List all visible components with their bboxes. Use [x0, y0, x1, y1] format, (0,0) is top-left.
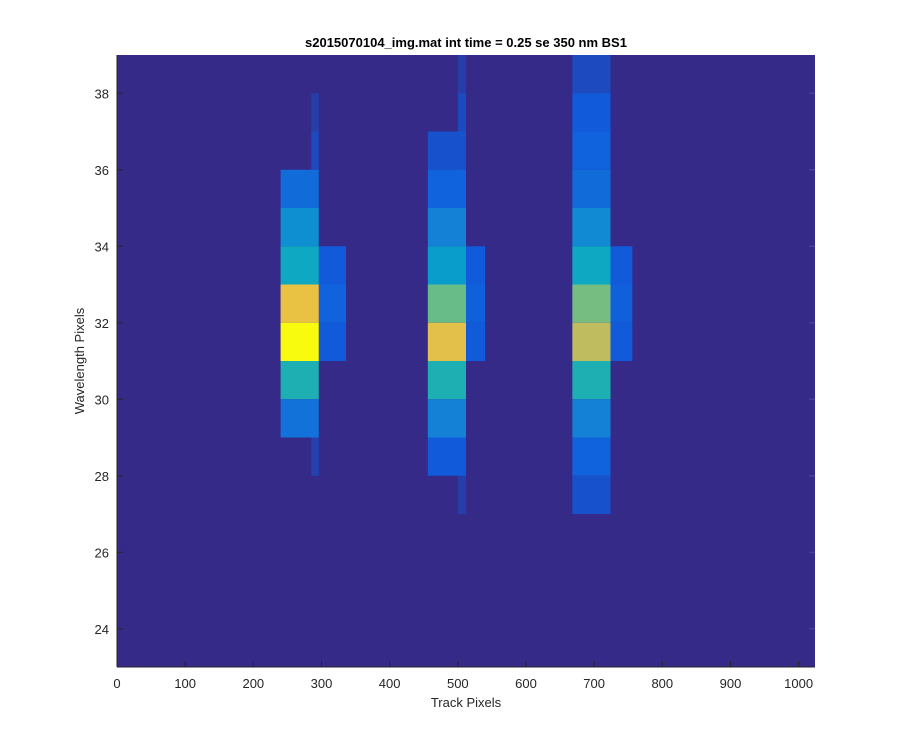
spot-3-cell: [572, 437, 611, 476]
spot-3-cell: [572, 322, 611, 361]
spot-3-cell: [572, 208, 611, 247]
spot-1-cell: [280, 208, 319, 247]
y-tick-label: 26: [95, 545, 109, 560]
spot-1-side-cell: [311, 93, 319, 132]
spot-3-cell: [572, 399, 611, 438]
spot-1-side-cell: [318, 284, 347, 323]
spot-2-side-cell: [466, 284, 486, 323]
spot-1-side-cell: [318, 246, 347, 285]
spot-3-side-cell: [610, 246, 633, 285]
y-axis-label: Wavelength Pixels: [72, 307, 87, 414]
spot-2-cell: [427, 437, 466, 476]
x-tick-label: 900: [720, 676, 742, 691]
spot-2-cell: [427, 131, 466, 170]
x-axis-label: Track Pixels: [431, 695, 502, 710]
spot-1-cell: [280, 361, 319, 400]
spot-2-side-cell: [457, 475, 466, 514]
spot-1-side-cell: [311, 131, 319, 170]
spot-3-cell: [572, 475, 611, 514]
x-tick-label: 600: [515, 676, 537, 691]
x-tick-label: 700: [583, 676, 605, 691]
spot-1-cell: [280, 284, 319, 323]
heatmap-cells: [280, 55, 633, 514]
spot-2-side-cell: [466, 322, 486, 361]
y-tick-label: 38: [95, 86, 109, 101]
x-tick-label: 800: [651, 676, 673, 691]
x-tick-label: 100: [174, 676, 196, 691]
spot-3-cell: [572, 93, 611, 132]
spot-2-cell: [427, 322, 466, 361]
plot-area: [117, 55, 815, 667]
spot-3-cell: [572, 361, 611, 400]
spot-1-side-cell: [311, 437, 319, 476]
spot-1-cell: [280, 322, 319, 361]
x-tick-label: 400: [379, 676, 401, 691]
spot-2-side-cell: [466, 246, 486, 285]
spot-1-cell: [280, 399, 319, 438]
spot-2-cell: [427, 169, 466, 208]
spot-2-cell: [427, 361, 466, 400]
spot-2-cell: [427, 208, 466, 247]
spot-2-side-cell: [457, 55, 466, 94]
x-tick-label: 500: [447, 676, 469, 691]
chart-title: s2015070104_img.mat int time = 0.25 se 3…: [305, 35, 627, 50]
spot-1-cell: [280, 169, 319, 208]
x-tick-label: 300: [311, 676, 333, 691]
spot-3-cell: [572, 169, 611, 208]
spot-1-cell: [280, 246, 319, 285]
spot-2-cell: [427, 246, 466, 285]
spot-3-cell: [572, 131, 611, 170]
y-tick-label: 30: [95, 392, 109, 407]
spot-2-cell: [427, 284, 466, 323]
axes: 0 100 200 300 400 500 600 700 800 900 1000 24 26 28 3…: [95, 55, 815, 691]
x-tick-label: 1000: [784, 676, 813, 691]
y-ticks: 24 26 28 30 32 34 36 38: [95, 86, 815, 637]
spot-3-cell: [572, 55, 611, 94]
x-tick-label: 200: [242, 676, 264, 691]
spot-3-side-cell: [610, 284, 633, 323]
spot-3-side-cell: [610, 322, 633, 361]
spot-3-cell: [572, 246, 611, 285]
spot-3-cell: [572, 284, 611, 323]
x-tick-label: 0: [113, 676, 120, 691]
spot-2-cell: [427, 399, 466, 438]
y-tick-label: 24: [95, 622, 109, 637]
y-tick-label: 34: [95, 239, 109, 254]
y-tick-label: 32: [95, 316, 109, 331]
spot-1-side-cell: [318, 322, 347, 361]
x-ticks: 0 100 200 300 400 500 600 700 800 900 1000: [113, 661, 813, 691]
spot-2-side-cell: [457, 93, 466, 132]
y-tick-label: 36: [95, 163, 109, 178]
y-tick-label: 28: [95, 469, 109, 484]
